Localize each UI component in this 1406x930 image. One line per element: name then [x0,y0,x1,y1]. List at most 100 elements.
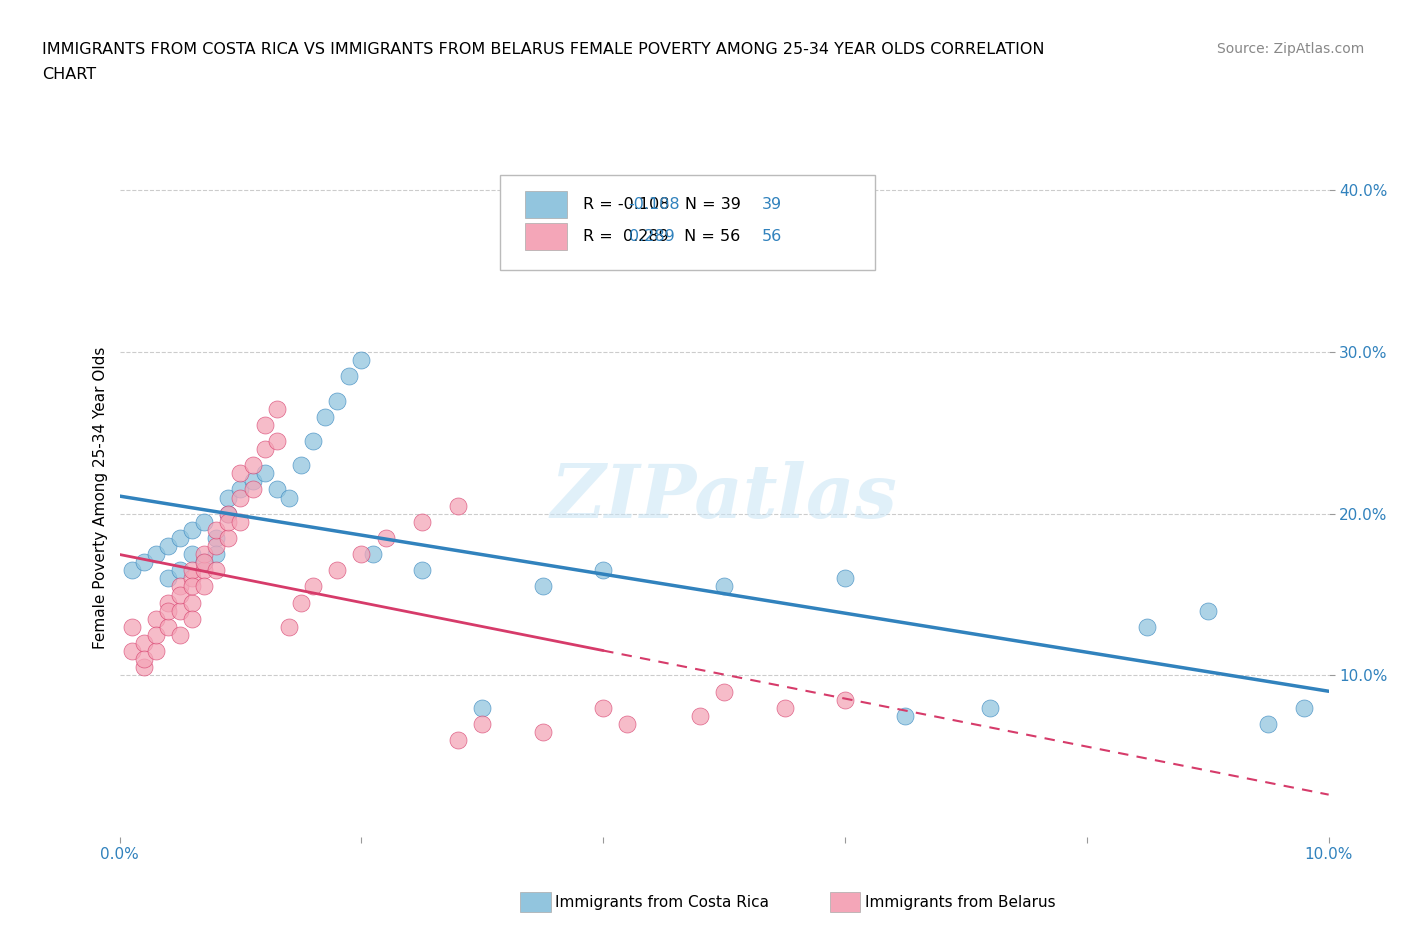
Point [471,700,494,715]
Point [302,579,325,594]
Point [229,514,252,529]
Point [277,490,299,505]
Point [531,724,554,739]
Point [156,619,179,634]
Point [713,684,735,699]
Point [217,506,239,521]
Point [314,409,336,424]
Point [253,442,276,457]
Point [132,660,155,675]
Point [181,523,204,538]
Text: Source: ZipAtlas.com: Source: ZipAtlas.com [1216,42,1364,56]
Point [181,547,204,562]
Point [411,514,433,529]
Point [181,571,204,586]
Point [229,490,252,505]
Point [592,700,614,715]
Point [242,458,264,472]
Point [145,628,167,643]
Point [689,709,711,724]
Point [979,700,1001,715]
Point [266,401,288,416]
Point [181,563,204,578]
Point [217,506,239,521]
Point [302,433,325,448]
Point [132,635,155,650]
Point [169,530,191,545]
Point [337,369,360,384]
Point [471,716,494,731]
Point [181,579,204,594]
Point [253,466,276,481]
Point [121,563,143,578]
Point [350,547,373,562]
Point [834,692,856,707]
Point [1257,716,1279,731]
FancyBboxPatch shape [524,191,567,218]
Point [205,547,228,562]
Point [217,514,239,529]
Point [121,619,143,634]
Point [193,547,215,562]
Point [193,514,215,529]
Point [156,538,179,553]
Point [156,571,179,586]
Text: 56: 56 [762,229,782,244]
FancyBboxPatch shape [501,175,875,270]
Point [894,709,917,724]
Point [193,555,215,570]
Point [145,644,167,658]
Point [217,530,239,545]
Point [132,652,155,667]
Point [169,563,191,578]
Point [374,530,396,545]
Point [266,482,288,497]
Point [217,490,239,505]
Text: Immigrants from Belarus: Immigrants from Belarus [865,895,1056,910]
Point [242,482,264,497]
Point [205,530,228,545]
Text: ZIPatlas: ZIPatlas [551,461,897,534]
Text: CHART: CHART [42,67,96,82]
Point [326,393,349,408]
Point [290,458,312,472]
Point [350,352,373,367]
Point [145,611,167,626]
Point [1136,619,1159,634]
Point [411,563,433,578]
Text: IMMIGRANTS FROM COSTA RICA VS IMMIGRANTS FROM BELARUS FEMALE POVERTY AMONG 25-34: IMMIGRANTS FROM COSTA RICA VS IMMIGRANTS… [42,42,1045,57]
Point [834,571,856,586]
Point [266,433,288,448]
Point [1294,700,1316,715]
Point [205,538,228,553]
Point [229,466,252,481]
Point [290,595,312,610]
Point [193,563,215,578]
Point [447,498,470,513]
Text: R = -0.108   N = 39: R = -0.108 N = 39 [582,197,741,212]
Text: 39: 39 [762,197,782,212]
Text: R =  0.289   N = 56: R = 0.289 N = 56 [582,229,740,244]
Text: 0.289: 0.289 [628,229,675,244]
Point [253,418,276,432]
FancyBboxPatch shape [524,222,567,250]
Point [181,595,204,610]
Point [242,474,264,489]
Point [156,595,179,610]
Text: -0.108: -0.108 [628,197,681,212]
Point [132,555,155,570]
Point [1197,604,1219,618]
Point [326,563,349,578]
Point [229,482,252,497]
Point [193,555,215,570]
Point [773,700,796,715]
Point [169,628,191,643]
Point [713,579,735,594]
Point [169,604,191,618]
Point [616,716,638,731]
Point [447,733,470,748]
Point [363,547,385,562]
Point [277,619,299,634]
Point [169,579,191,594]
Text: Immigrants from Costa Rica: Immigrants from Costa Rica [555,895,769,910]
